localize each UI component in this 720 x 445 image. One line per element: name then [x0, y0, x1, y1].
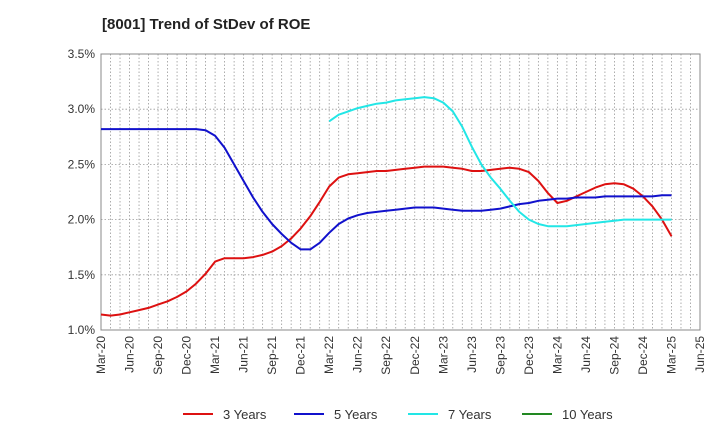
- x-tick-label: Jun-23: [465, 336, 479, 373]
- x-tick-label: Jun-24: [579, 336, 593, 373]
- x-tick-label: Sep-21: [265, 336, 279, 375]
- x-tick-label: Mar-20: [94, 336, 108, 374]
- x-tick-label: Sep-20: [151, 336, 165, 375]
- series-line-5-years: [101, 128, 672, 251]
- x-tick-label: Mar-25: [664, 336, 678, 374]
- legend-label-7-years: 7 Years: [448, 407, 492, 422]
- grid-layer: [101, 54, 700, 330]
- chart-title: [8001] Trend of StDev of ROE: [102, 16, 311, 33]
- x-tick-label: Mar-22: [322, 336, 336, 374]
- x-tick-label: Jun-21: [237, 336, 251, 373]
- y-tick-label: 3.0%: [68, 102, 96, 116]
- series-line-7-years: [328, 96, 672, 228]
- plot-frame: [100, 53, 701, 331]
- legend-label-5-years: 5 Years: [334, 407, 378, 422]
- y-tick-label: 1.5%: [68, 268, 96, 282]
- x-tick-label: Dec-21: [294, 336, 308, 375]
- y-tick-label: 2.0%: [68, 213, 96, 227]
- x-tick-label: Dec-23: [522, 336, 536, 375]
- legend-label-3-years: 3 Years: [223, 407, 267, 422]
- legend: 3 Years 5 Years 7 Years 10 Years: [183, 407, 613, 422]
- x-tick-label: Dec-22: [408, 336, 422, 375]
- x-tick-label: Mar-23: [436, 336, 450, 374]
- x-axis-tick-labels: Mar-20 Jun-20 Sep-20 Dec-20 Mar-21 Jun-21 Sep-…: [94, 336, 707, 375]
- legend-label-10-years: 10 Years: [562, 407, 613, 422]
- series-layer: [100, 96, 673, 317]
- y-tick-label: 1.0%: [68, 323, 96, 337]
- x-tick-label: Dec-24: [636, 336, 650, 375]
- series-line-3-years: [100, 165, 673, 317]
- x-tick-label: Sep-24: [607, 336, 621, 375]
- x-tick-label: Sep-23: [493, 336, 507, 375]
- x-tick-label: Jun-22: [351, 336, 365, 373]
- y-tick-label: 3.5%: [68, 47, 96, 61]
- y-axis-tick-labels: 1.0% 1.5% 2.0% 2.5% 3.0% 3.5%: [68, 47, 96, 337]
- x-tick-label: Mar-21: [208, 336, 222, 374]
- x-tick-label: Jun-20: [123, 336, 137, 373]
- x-tick-label: Sep-22: [379, 336, 393, 375]
- x-tick-label: Dec-20: [180, 336, 194, 375]
- x-tick-label: Mar-24: [550, 336, 564, 374]
- x-tick-label: Jun-25: [693, 336, 707, 373]
- y-tick-label: 2.5%: [68, 157, 96, 171]
